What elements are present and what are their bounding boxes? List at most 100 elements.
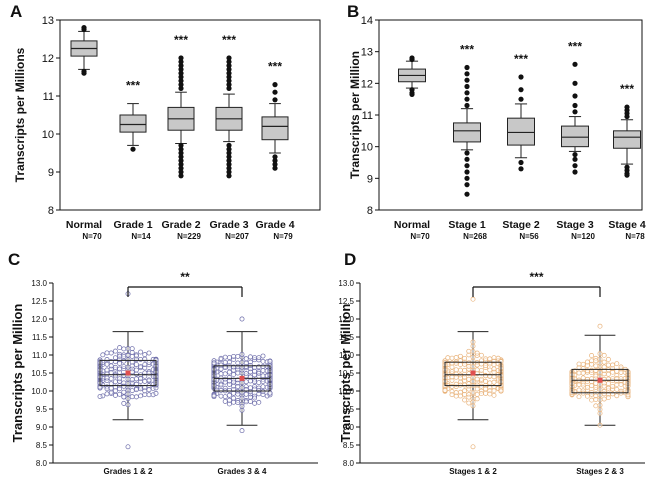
outlier-point (572, 156, 578, 162)
outlier-point (464, 96, 470, 102)
data-point (117, 345, 123, 351)
data-point (470, 389, 476, 395)
x-category-label: Grade 2 (161, 219, 200, 231)
data-point (625, 392, 631, 398)
data-point (491, 379, 497, 385)
data-point (466, 363, 472, 369)
outlier-point (464, 169, 470, 175)
data-point (142, 378, 148, 384)
data-point (495, 355, 501, 361)
data-point (256, 380, 262, 386)
y-tick-label: 10 (361, 142, 373, 154)
data-point (470, 339, 476, 345)
data-point (576, 387, 582, 393)
data-point (449, 364, 455, 370)
n-label: N=70 (410, 232, 430, 241)
mean-marker (125, 370, 131, 376)
data-point (112, 355, 118, 361)
box-group: *** (507, 52, 535, 172)
data-point (474, 386, 480, 392)
data-point (218, 393, 224, 399)
outlier-point (178, 154, 184, 160)
outlier-point (572, 169, 578, 175)
swarm-group (97, 291, 159, 450)
outlier-point (272, 165, 278, 171)
outlier-point (226, 146, 232, 152)
x-category-label: Stage 1 (448, 219, 486, 231)
data-point (97, 394, 103, 399)
data-point (580, 366, 586, 371)
data-point (239, 395, 245, 401)
data-point (142, 352, 148, 358)
box (119, 114, 147, 133)
data-point (483, 378, 489, 384)
data-point (601, 359, 607, 365)
data-point (483, 363, 489, 369)
data-point (125, 346, 131, 352)
data-point (243, 391, 249, 397)
data-point (226, 369, 232, 375)
outlier-point (178, 66, 184, 72)
data-point (129, 363, 135, 369)
outlier-point (178, 169, 184, 175)
data-point (589, 353, 595, 358)
x-category-label: Stage 3 (556, 219, 594, 231)
data-point (462, 374, 468, 380)
data-point (462, 361, 468, 367)
data-point (104, 391, 110, 397)
box (613, 130, 641, 149)
outlier-point (272, 89, 278, 95)
outlier-point (226, 63, 232, 69)
data-point (235, 353, 241, 359)
outlier-point (409, 55, 415, 61)
outlier-point (178, 59, 184, 65)
data-point (487, 367, 493, 373)
data-point (584, 393, 590, 399)
y-tick-label: 11 (362, 110, 373, 122)
data-point (498, 388, 504, 394)
data-point (138, 386, 144, 392)
data-point (453, 367, 459, 373)
x-category-label: Grades 3 & 4 (218, 467, 267, 476)
data-point (474, 396, 480, 402)
data-point (112, 348, 118, 354)
data-point (222, 359, 228, 365)
data-point (597, 356, 603, 362)
n-label: N=207 (225, 232, 249, 241)
data-point (211, 393, 217, 399)
data-point (243, 379, 249, 385)
significance-label: *** (174, 33, 188, 47)
outlier-point (178, 70, 184, 76)
data-point (267, 390, 273, 396)
data-point (146, 350, 152, 356)
data-point (108, 389, 114, 395)
box (99, 359, 157, 387)
outlier-point (272, 154, 278, 160)
n-label: N=70 (82, 232, 102, 241)
outlier-point (464, 102, 470, 109)
data-point (593, 403, 599, 409)
data-point (474, 382, 480, 388)
data-point (117, 353, 123, 359)
outlier-point (464, 77, 470, 83)
data-point (146, 392, 152, 398)
data-point (597, 351, 603, 357)
data-point (618, 364, 624, 370)
data-point (601, 352, 607, 358)
significance-label: *** (126, 79, 140, 93)
data-point (478, 376, 484, 382)
data-point (593, 358, 599, 364)
data-point (222, 354, 228, 360)
outlier-point (518, 96, 524, 102)
data-point (142, 388, 148, 394)
data-point (129, 353, 135, 359)
n-label: N=14 (131, 232, 151, 241)
data-point (256, 399, 262, 405)
box-group: *** (119, 79, 147, 152)
data-point (235, 364, 241, 370)
data-point (597, 422, 603, 428)
data-point (457, 375, 463, 381)
data-point (247, 378, 253, 384)
data-point (104, 386, 110, 392)
